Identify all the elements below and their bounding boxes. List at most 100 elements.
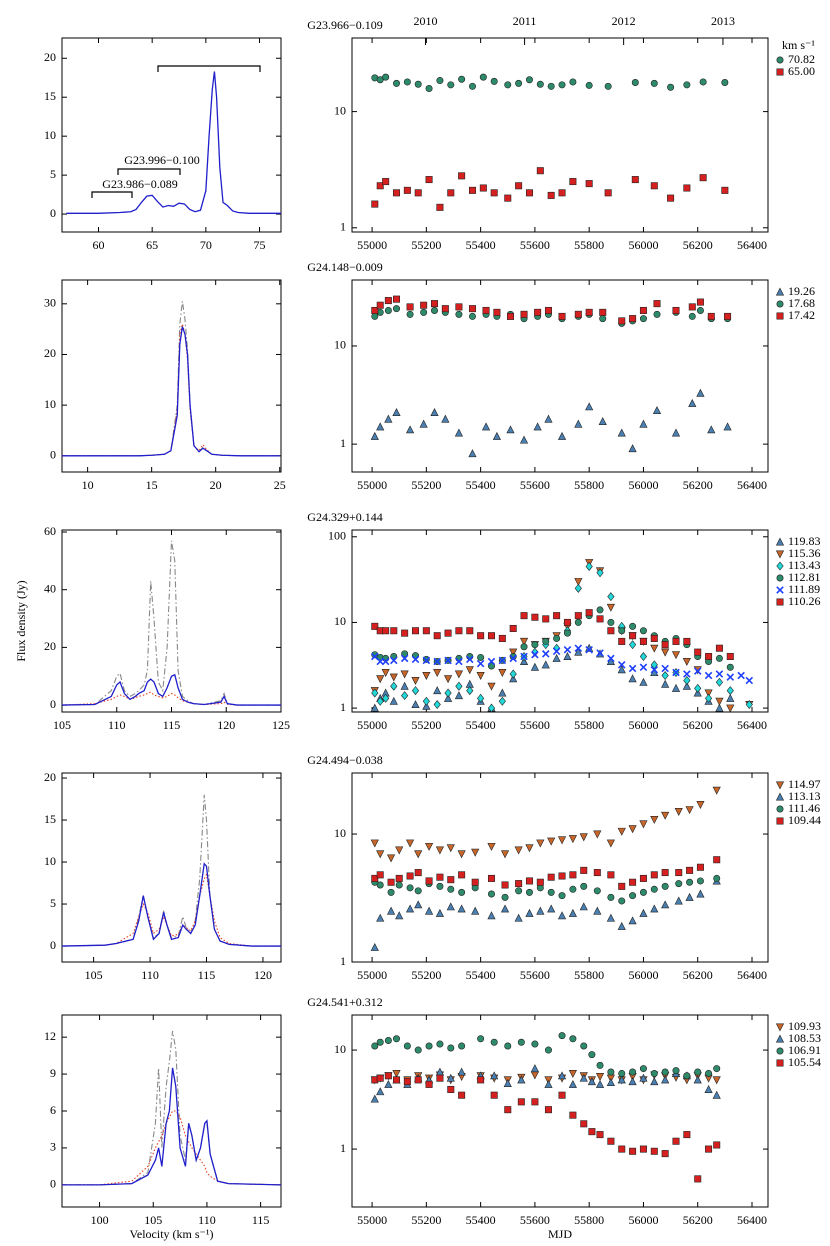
spectrum-line [62, 673, 281, 706]
point [598, 417, 607, 426]
legend-marker [776, 1059, 784, 1067]
point [696, 889, 705, 898]
x-tick-label: 55800 [574, 968, 604, 982]
spectrum-line [62, 862, 281, 947]
point [661, 679, 670, 688]
point [596, 615, 604, 623]
point [693, 1075, 702, 1084]
point [468, 186, 476, 194]
point [536, 878, 544, 886]
x-tick-label: 110 [141, 968, 159, 982]
x-tick-label: 65 [146, 238, 158, 252]
point [617, 661, 626, 669]
point [672, 1137, 680, 1145]
panel: 55000 55200 55400 55600 55800 56000 56200 56400… [307, 995, 821, 1241]
point [685, 806, 694, 815]
point [639, 663, 648, 671]
point [618, 882, 626, 890]
y-tick-label: 10 [334, 614, 346, 628]
point [618, 897, 626, 905]
point [492, 431, 501, 440]
point [447, 1044, 455, 1052]
point [536, 906, 545, 915]
point [667, 194, 675, 202]
point [436, 873, 444, 881]
plot-area [370, 786, 721, 951]
spectrum-line [62, 1030, 281, 1186]
point [639, 820, 648, 829]
point [563, 652, 572, 661]
point [422, 701, 431, 710]
point [650, 885, 658, 893]
point [683, 1131, 691, 1139]
point [433, 657, 441, 666]
point [557, 431, 567, 440]
x-tick-label: 55200 [411, 1213, 441, 1227]
point [661, 1075, 670, 1084]
point [455, 303, 463, 311]
point [424, 906, 434, 915]
point [393, 189, 401, 197]
point [454, 670, 464, 679]
point [525, 877, 533, 885]
point [487, 890, 495, 898]
point [503, 1078, 512, 1087]
y-tick-label: 40 [44, 581, 56, 595]
legend-marker [775, 537, 785, 546]
y-tick-label: 20 [44, 50, 56, 64]
point [382, 73, 390, 81]
point [705, 1145, 713, 1153]
point [436, 203, 444, 211]
point [585, 562, 593, 571]
x-tick-label: 55400 [466, 238, 496, 252]
point [424, 842, 434, 851]
point [466, 655, 474, 664]
point [672, 306, 680, 314]
x-tick-label: 55000 [357, 478, 387, 492]
plot-frame [351, 529, 769, 713]
point [682, 657, 691, 666]
y-tick-label: 20 [44, 770, 56, 784]
legend-label: 110.26 [788, 594, 821, 608]
point [468, 449, 477, 458]
legend-label: 106.91 [788, 1043, 821, 1057]
point [433, 700, 441, 710]
point [544, 1079, 553, 1088]
x-tick-label: 56000 [628, 718, 658, 732]
x-tick-label: 56200 [683, 718, 713, 732]
point [376, 850, 385, 859]
legend-marker [775, 287, 785, 296]
point [661, 1068, 669, 1076]
x2-tick-label: 2012 [612, 14, 636, 28]
point [580, 1120, 588, 1128]
point [384, 1072, 392, 1080]
point [444, 656, 452, 665]
point [650, 79, 658, 87]
plot-area [62, 1030, 281, 1186]
point [686, 866, 694, 874]
point [588, 1051, 596, 1059]
point [599, 308, 607, 316]
point [479, 73, 487, 81]
plot-area [371, 73, 729, 211]
point [587, 1077, 596, 1086]
point [386, 854, 396, 863]
point [661, 664, 669, 673]
spectrum-line [66, 71, 281, 214]
point [745, 700, 753, 710]
panel: 100 105 110 115 0 3 6 9 12 Velocity (km s⁻¹) [44, 1014, 282, 1241]
point [481, 422, 491, 431]
point [574, 647, 583, 656]
point [500, 904, 510, 913]
point [595, 1073, 605, 1082]
point [686, 878, 694, 886]
point [558, 1032, 566, 1040]
point [558, 872, 566, 880]
x-tick-label: 55800 [574, 238, 604, 252]
point [520, 643, 528, 651]
point [387, 888, 395, 896]
point [530, 1064, 539, 1073]
point [617, 665, 626, 674]
plot-frame [61, 279, 282, 473]
point [376, 182, 384, 190]
